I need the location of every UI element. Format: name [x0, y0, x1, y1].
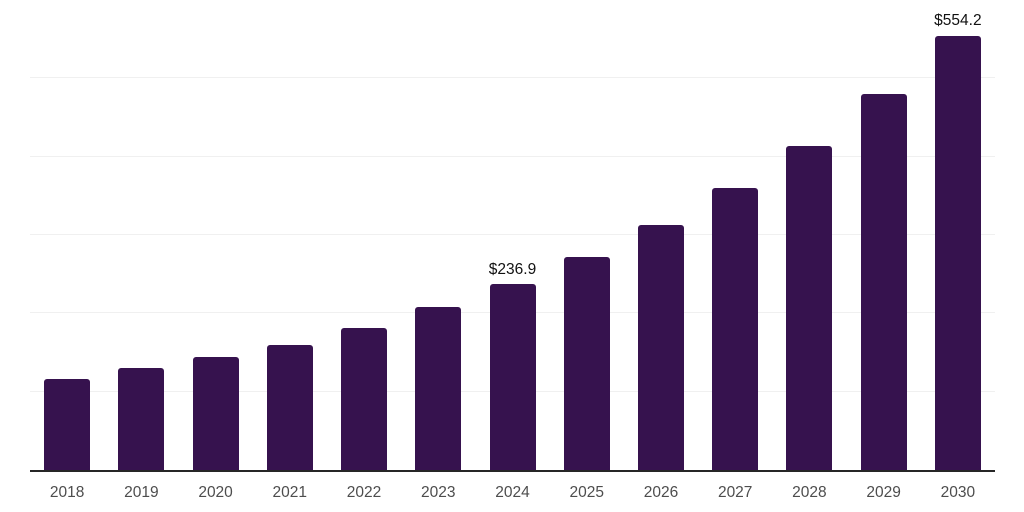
bar-value-label-2024: $236.9 [488, 260, 537, 278]
x-tick-2021: 2021 [272, 484, 308, 501]
x-tick-2026: 2026 [643, 484, 679, 501]
gridline-500 [30, 77, 995, 79]
x-axis-tick-labels: 2018 2019 2020 2021 2022 2023 2024 2025 2026 2027… [30, 472, 995, 512]
bar-2026 [637, 224, 684, 470]
bar-2018 [44, 378, 91, 470]
x-tick-2025: 2025 [569, 484, 604, 501]
bar-2022 [341, 327, 388, 470]
bar-2028 [786, 145, 833, 470]
x-tick-2022: 2022 [346, 484, 382, 501]
bar-2029 [860, 94, 907, 470]
bar-2024 [489, 284, 536, 470]
bar-value-label-2030: $554.2 [934, 12, 982, 30]
x-tick-2030: 2030 [940, 484, 976, 501]
bar-2030 [934, 35, 981, 470]
x-tick-2018: 2018 [49, 484, 85, 501]
gridline-300 [30, 234, 995, 235]
x-axis-line [30, 470, 995, 472]
bar-2020 [192, 357, 239, 470]
x-tick-2027: 2027 [717, 484, 753, 501]
plot-area: $236.9 $554.2 [30, 0, 995, 472]
x-tick-2029: 2029 [866, 484, 901, 501]
bar-2019 [118, 368, 165, 470]
x-tick-2019: 2019 [124, 484, 159, 501]
x-tick-2020: 2020 [198, 484, 233, 501]
bar-2027 [712, 188, 759, 470]
bar-2021 [266, 345, 313, 470]
x-tick-2023: 2023 [421, 484, 456, 501]
x-tick-2024: 2024 [495, 484, 530, 501]
bar-2023 [415, 307, 462, 470]
gridline-400 [30, 155, 995, 157]
x-tick-2028: 2028 [792, 484, 827, 501]
bar-2025 [563, 256, 610, 470]
